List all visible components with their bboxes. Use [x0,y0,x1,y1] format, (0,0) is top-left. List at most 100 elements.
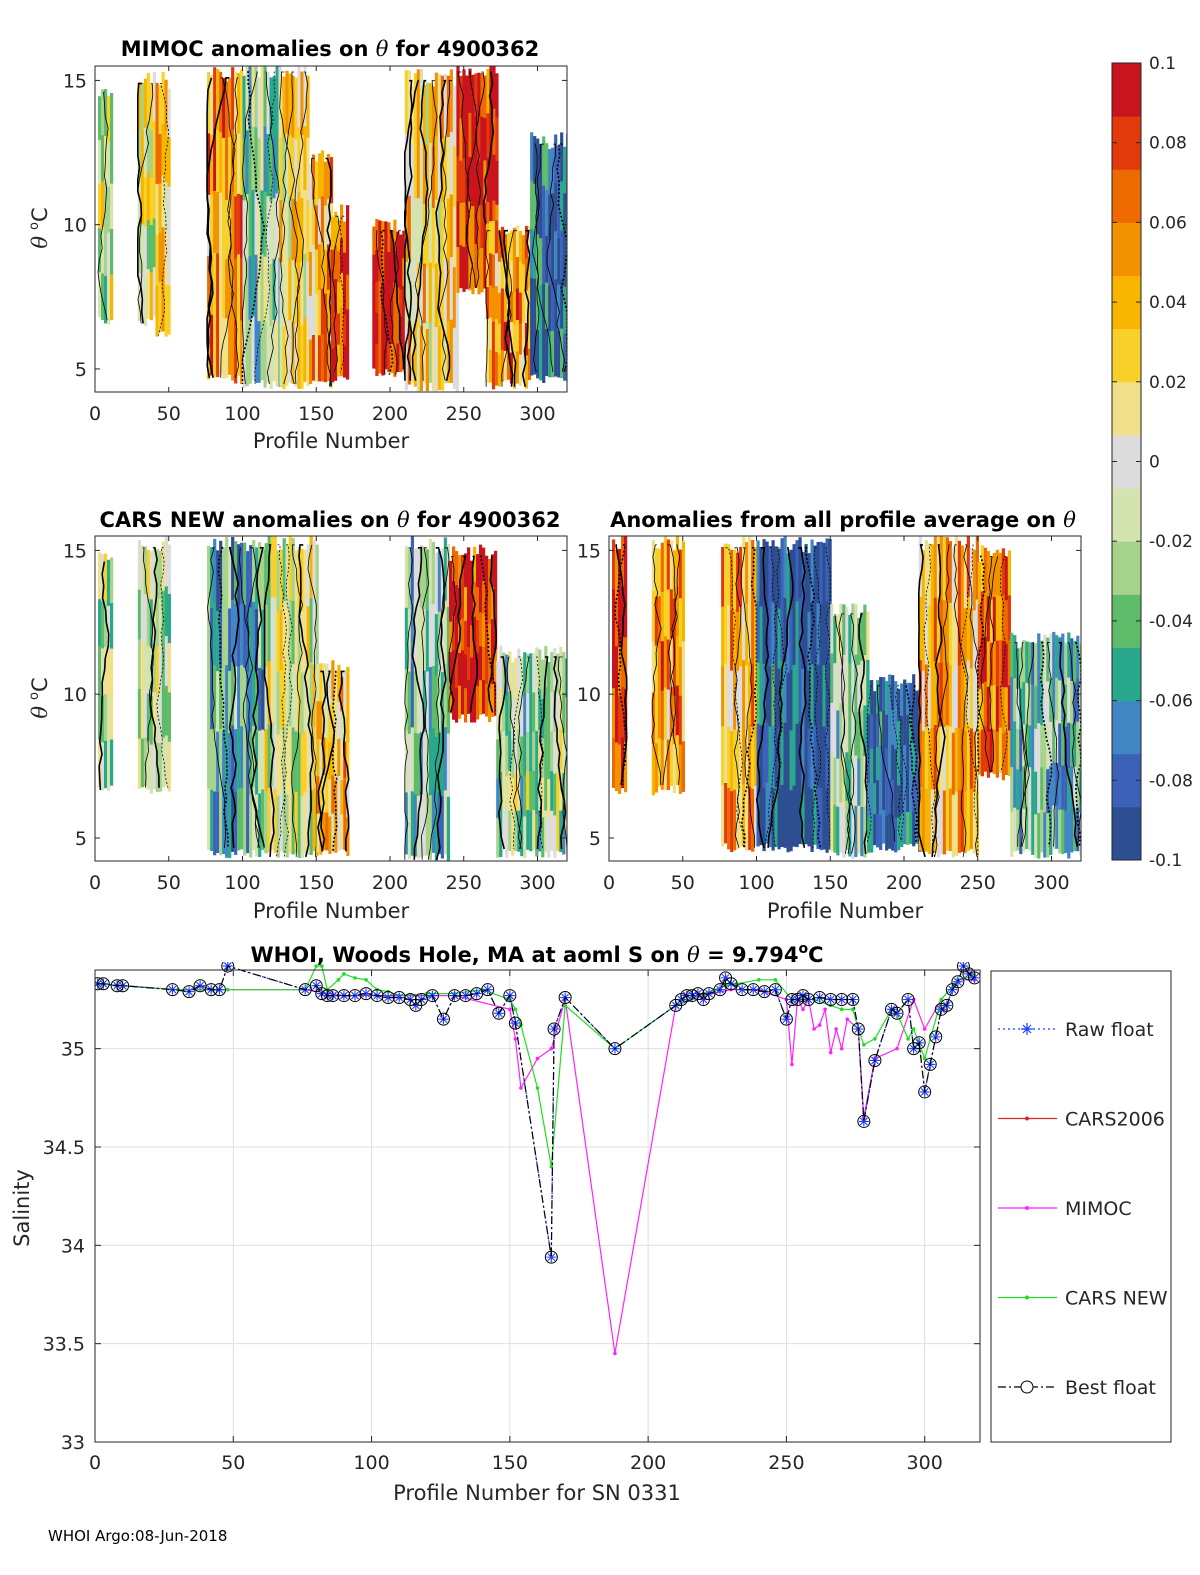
heatmap-cell [243,792,247,856]
heatmap-cell [533,278,537,327]
heatmap-cell [107,698,111,745]
heatmap-cell [294,201,298,264]
heatmap-cell [219,666,223,730]
heatmap-cell [462,202,466,248]
heatmap-cell [870,783,874,819]
heatmap-cell [1001,733,1005,781]
heatmap-cell [237,254,241,316]
heatmap-cell [110,739,114,786]
heatmap-cell [143,690,147,739]
colorbar-swatch [1112,647,1141,702]
heatmap-cells [97,66,567,392]
heatmap-cell [873,691,877,723]
heatmap-cell [452,146,456,208]
heatmap-cell [900,683,904,717]
heatmap-cell [933,536,937,599]
heatmap-cell [966,660,970,725]
heatmap-cell [789,730,793,792]
heatmap-cell [104,276,108,324]
heatmap-cell [721,606,725,668]
heatmap-cell [314,293,319,338]
heatmap-cell [836,710,840,760]
heatmap-cell [213,728,217,793]
heatmap-cell [477,205,481,251]
heatmap-cell [337,813,341,851]
data-point [513,1037,518,1041]
heatmap-cell [340,711,344,747]
heatmap-cell [288,258,292,321]
heatmap-cell [402,313,406,342]
heatmap-cell [288,536,292,601]
heatmap-cell [440,138,444,202]
heatmap-cell [446,259,450,322]
plot-frame [94,65,568,393]
heatmap-cell [219,253,223,315]
heatmap-cell [322,812,326,851]
heatmap-cell [492,66,496,110]
heatmap-cell [416,546,420,610]
heatmap-cell [1004,730,1008,775]
heatmap-cell [473,616,477,653]
heatmap-cell [992,729,996,774]
contour-line [910,685,918,842]
heatmap-cell [936,597,940,664]
heatmap-cell [759,725,763,786]
heatmap-cell [243,605,247,669]
heatmap-cell [309,790,313,855]
heatmap-cell [375,344,379,376]
heatmap-cell [381,282,385,314]
heatmap-cell [825,601,829,665]
heatmap-cell [101,648,105,697]
heatmap-cell [446,543,450,608]
heatmap-cell [918,596,922,661]
heatmap-cell [346,704,350,743]
heatmap-cell [207,256,211,318]
heatmap-cell [261,789,265,851]
heatmap-cell [936,727,940,793]
heatmap-cell [222,197,226,259]
contour-line [533,143,540,373]
heatmap-cell [319,701,323,741]
heatmap-cell [404,730,408,793]
heatmap-cell [314,337,319,382]
heatmap-cell [494,352,499,386]
heatmap-cell [458,587,462,621]
heatmap-cell [565,658,567,698]
heatmap-cell [942,600,946,665]
heatmap-cell [458,685,462,719]
heatmap-cell [288,320,292,383]
contour-line [923,544,936,857]
heatmap-cell [288,196,292,260]
heatmap-cell [542,333,546,383]
heatmap-cell [416,733,420,797]
heatmap-cell [526,732,530,772]
heatmap-cell [267,724,271,789]
heatmap-cell [273,724,277,790]
heatmap-cell [518,261,523,294]
heatmap-cell [257,260,261,322]
heatmap-cell [1037,678,1041,724]
heatmap-cell [263,321,267,388]
contour-line [1014,642,1030,847]
heatmap-cell [980,729,984,777]
heatmap-cell [434,736,438,799]
heatmap-cell [334,672,338,709]
heatmap-cell [675,586,679,637]
heatmap-cell [242,200,246,264]
contour-line [989,556,999,773]
heatmap-cell [733,729,737,791]
heatmap-cell [331,348,335,383]
contour-line [479,555,497,713]
heatmap-cell [219,540,223,605]
heatmap-cell [407,733,411,797]
heatmap-cell [419,133,423,198]
heatmap-cell [894,681,898,716]
heatmap-cell [505,654,509,696]
heatmap-cell [813,665,817,726]
heatmap-cell [98,184,102,229]
heatmap-cell [512,324,517,357]
heatmap-cell [422,144,426,205]
heatmap-cell [538,770,542,812]
heatmap-cell [491,355,496,390]
heatmap-cell [939,536,943,600]
